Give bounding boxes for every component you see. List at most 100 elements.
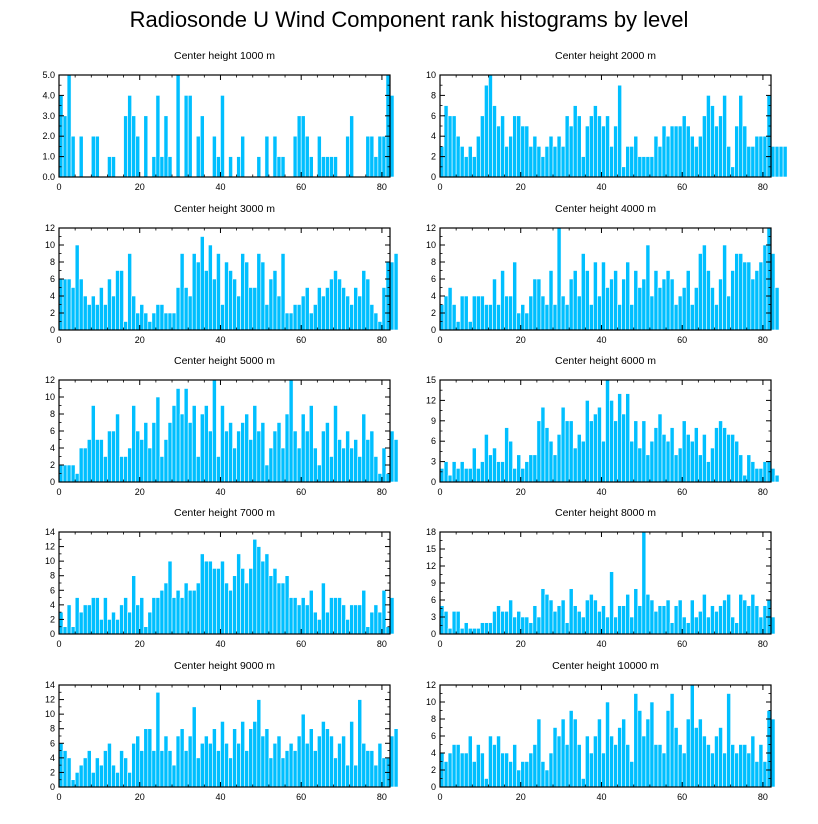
histogram-bar <box>199 742 205 788</box>
histogram-bar <box>746 146 752 178</box>
histogram-bar <box>641 531 647 635</box>
histogram-bar <box>78 611 84 635</box>
y-tick-label: 6 <box>431 111 436 121</box>
y-tick-label: 8 <box>431 714 436 724</box>
histogram-bar <box>625 393 631 483</box>
histogram-bar <box>232 728 237 788</box>
histogram-bar <box>167 422 173 483</box>
histogram-bar <box>292 135 298 178</box>
histogram-bar <box>135 735 141 788</box>
histogram-bar <box>762 244 768 331</box>
histogram-bar <box>609 278 614 331</box>
histogram-bar <box>605 379 610 483</box>
histogram-bar <box>500 611 505 635</box>
histogram-bar <box>159 456 165 483</box>
histogram-bar <box>689 304 695 331</box>
histogram-bar <box>62 464 68 483</box>
histogram-bar <box>155 597 161 635</box>
histogram-bar <box>621 166 626 178</box>
histogram-bar <box>544 594 550 635</box>
histogram-bar <box>609 146 614 178</box>
x-tick-label: 40 <box>596 487 606 497</box>
histogram-bar <box>373 456 379 483</box>
histogram-bar <box>127 772 132 788</box>
histogram-bar <box>333 156 338 178</box>
histogram-bar <box>593 105 598 178</box>
y-tick-label: 9 <box>431 416 436 426</box>
histogram-bar <box>228 156 233 178</box>
panel-title: Center height 5000 m <box>174 355 275 367</box>
histogram-bar <box>135 135 141 178</box>
histogram-bar <box>560 295 566 331</box>
histogram-bar <box>471 447 477 483</box>
histogram-bar <box>508 440 513 483</box>
histogram-bar <box>778 146 784 178</box>
histogram-bar <box>576 115 582 178</box>
histogram-bar <box>572 105 578 178</box>
x-tick-label: 0 <box>56 335 61 345</box>
histogram-bar <box>103 456 108 483</box>
histogram-bar <box>730 744 735 788</box>
histogram-bar <box>155 691 161 788</box>
histogram-bar <box>689 684 695 788</box>
histogram-bar <box>135 604 141 635</box>
histogram-bar <box>463 156 469 178</box>
histogram-bar <box>617 393 622 483</box>
histogram-bar <box>572 718 578 788</box>
histogram-bar <box>325 611 330 635</box>
histogram-bar <box>256 253 262 331</box>
histogram-bar <box>308 728 314 788</box>
histogram-bar <box>131 295 137 331</box>
histogram-bar <box>702 244 707 331</box>
histogram-bar <box>734 440 740 483</box>
histogram-bar <box>589 304 594 331</box>
histogram-bar <box>520 304 526 331</box>
histogram-bar <box>649 156 655 178</box>
histogram-bar <box>734 752 740 788</box>
histogram-panel-8: Center height 8000 m 0 20 40 60 80 0 3 6 9 12 15 18 <box>426 507 776 649</box>
histogram-bar <box>300 115 306 178</box>
x-tick-label: 60 <box>296 182 306 192</box>
histogram-bar <box>593 261 598 331</box>
histogram-bar <box>195 261 201 331</box>
histogram-bar <box>195 582 201 635</box>
histogram-bar <box>260 261 266 331</box>
histogram-bar <box>645 594 651 635</box>
histogram-bar <box>187 295 193 331</box>
histogram-bar <box>665 599 671 635</box>
histogram-bar <box>572 447 578 483</box>
histogram-bar <box>308 589 314 635</box>
histogram-bar <box>552 611 558 635</box>
histogram-bar <box>726 146 731 178</box>
histogram-bar <box>471 628 477 635</box>
histogram-bar <box>264 728 270 788</box>
histogram-bar <box>451 304 457 331</box>
y-tick-label: 6 <box>50 426 55 436</box>
x-tick-label: 40 <box>596 639 606 649</box>
histogram-bar <box>649 599 655 635</box>
histogram-bar <box>685 434 691 483</box>
histogram-bar <box>681 420 687 483</box>
x-tick-label: 40 <box>596 792 606 802</box>
histogram-bar <box>758 744 764 788</box>
histogram-bar <box>179 728 185 788</box>
histogram-bar <box>224 742 229 788</box>
histogram-bar <box>147 447 153 483</box>
histogram-bar <box>661 278 667 331</box>
histogram-bar <box>459 461 465 483</box>
histogram-bar <box>718 605 723 635</box>
histogram-bar <box>621 413 626 483</box>
histogram-bar <box>609 571 614 635</box>
histogram-bar <box>216 750 221 788</box>
histogram-bar <box>82 604 88 635</box>
histogram-bar <box>556 605 562 635</box>
y-tick-label: 6 <box>50 274 55 284</box>
histogram-panel-6: Center height 6000 m 0 20 40 60 80 0 3 6 9 12 15 <box>426 355 780 497</box>
histogram-bar <box>361 413 367 483</box>
y-tick-label: 14 <box>45 527 55 537</box>
histogram-bar <box>349 721 354 788</box>
histogram-bar <box>520 616 526 635</box>
y-tick-label: 0 <box>431 477 436 487</box>
histogram-bar <box>544 769 550 788</box>
